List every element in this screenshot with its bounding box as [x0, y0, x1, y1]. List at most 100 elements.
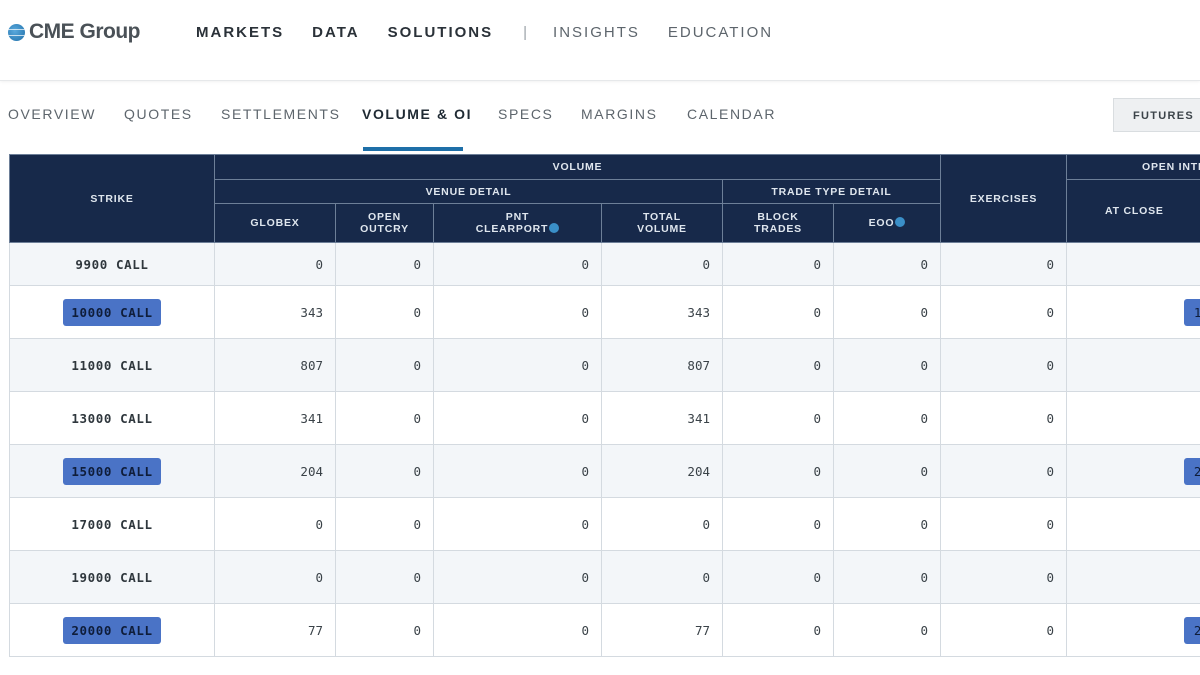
at-close-cell: 625 — [1066, 391, 1200, 445]
strike-cell: 19000 CALL — [9, 550, 215, 604]
active-tab-indicator — [363, 147, 463, 151]
eoo-value: 0 — [920, 569, 928, 585]
open-outcry-value: 0 — [413, 516, 421, 532]
nav-markets[interactable]: MARKETS — [196, 24, 285, 41]
strike-value: 11000 CALL — [71, 357, 153, 373]
open-outcry-cell: 0 — [335, 444, 434, 498]
exercises-cell: 0 — [940, 338, 1067, 392]
header-total-volume[interactable]: TOTAL VOLUME — [601, 203, 723, 243]
table-body: 9900 CALL00000001710000 CALL343003430001… — [9, 242, 1200, 657]
header-open-outcry[interactable]: OPEN OUTCRY — [335, 203, 434, 243]
table-row[interactable]: 11000 CALL 807 0 0 807 0 0 0 1,022 — [9, 338, 1200, 392]
open-outcry-cell: 0 — [335, 603, 434, 657]
tab-quotes[interactable]: QUOTES — [124, 106, 193, 122]
block-value: 0 — [813, 357, 821, 373]
eoo-value: 0 — [920, 256, 928, 272]
header-venue-detail: VENUE DETAIL — [214, 179, 723, 204]
block-value: 0 — [813, 410, 821, 426]
at-close-cell: 26,508 — [1066, 603, 1200, 657]
header-block-trades[interactable]: BLOCK TRADES — [722, 203, 834, 243]
total-cell: 77 — [601, 603, 723, 657]
info-icon[interactable] — [549, 223, 560, 233]
table-row[interactable]: 10000 CALL 343 0 0 343 0 0 0 11,042 — [9, 285, 1200, 339]
block-cell: 0 — [722, 285, 834, 339]
eoo-value: 0 — [920, 357, 928, 373]
exercises-value: 0 — [1046, 463, 1054, 479]
total-cell: 0 — [601, 550, 723, 604]
globex-value: 0 — [315, 569, 323, 585]
strike-value: 10000 CALL — [63, 298, 161, 326]
tab-overview[interactable]: OVERVIEW — [8, 106, 97, 122]
total-value: 0 — [702, 569, 710, 585]
tab-margins[interactable]: MARGINS — [581, 106, 658, 122]
table-row[interactable]: 15000 CALL 204 0 0 204 0 0 0 23,999 — [9, 444, 1200, 498]
total-value: 204 — [687, 463, 710, 479]
pnt-value: 0 — [581, 357, 589, 373]
block-cell: 0 — [722, 497, 834, 551]
table-row[interactable]: 19000 CALL00000006 — [9, 550, 1200, 604]
strike-value: 17000 CALL — [71, 516, 153, 532]
globex-value: 0 — [315, 516, 323, 532]
at-close-cell: 6 — [1066, 550, 1200, 604]
header-globex[interactable]: GLOBEX — [214, 203, 336, 243]
nav-education[interactable]: EDUCATION — [667, 24, 774, 41]
tab-settlements[interactable]: SETTLEMENTS — [221, 106, 341, 122]
block-value: 0 — [813, 516, 821, 532]
tab-volume-oi[interactable]: VOLUME & OI — [362, 106, 473, 122]
exercises-cell: 0 — [940, 242, 1067, 286]
exercises-value: 0 — [1046, 622, 1054, 638]
exercises-value: 0 — [1046, 304, 1054, 320]
exercises-cell: 0 — [940, 497, 1067, 551]
exercises-value: 0 — [1046, 357, 1054, 373]
table-row[interactable]: 9900 CALL 0 0 0 0 0 0 0 17 — [9, 242, 1200, 286]
total-value: 0 — [702, 516, 710, 532]
block-value: 0 — [813, 622, 821, 638]
total-cell: 807 — [601, 338, 723, 392]
eoo-value: 0 — [920, 304, 928, 320]
open-outcry-value: 0 — [413, 256, 421, 272]
exercises-cell: 0 — [940, 391, 1067, 445]
pnt-cell: 0 — [433, 391, 602, 445]
header-volume: VOLUME — [214, 154, 941, 180]
open-outcry-cell: 0 — [335, 391, 434, 445]
open-outcry-value: 0 — [413, 304, 421, 320]
open-outcry-cell: 0 — [335, 550, 434, 604]
info-icon[interactable] — [895, 217, 906, 227]
block-cell: 0 — [722, 603, 834, 657]
table-row[interactable]: 20000 CALL 77 0 0 77 0 0 0 26,508 — [9, 603, 1200, 657]
at-close-cell: 11,042 — [1066, 285, 1200, 339]
strike-cell: 9900 CALL — [9, 242, 215, 286]
total-cell: 0 — [601, 242, 723, 286]
header-open-interest: OPEN INTE — [1066, 154, 1200, 180]
eoo-cell: 0 — [833, 285, 941, 339]
pnt-cell: 0 — [433, 550, 602, 604]
nav-separator: | — [523, 24, 528, 41]
globex-cell: 807 — [214, 338, 336, 392]
nav-data[interactable]: DATA — [312, 24, 360, 41]
header-at-close[interactable]: AT CLOSE — [1066, 179, 1200, 243]
open-outcry-value: 0 — [413, 357, 421, 373]
block-cell: 0 — [722, 242, 834, 286]
header-strike[interactable]: STRIKE — [9, 154, 215, 243]
exercises-cell: 0 — [940, 444, 1067, 498]
tab-specs[interactable]: SPECS — [498, 106, 554, 122]
header-pnt-clearport[interactable]: PNT CLEARPORT — [433, 203, 602, 243]
nav-solutions[interactable]: SOLUTIONS — [387, 24, 494, 41]
table-row[interactable]: 17000 CALL 0 0 0 0 0 0 0 27 — [9, 497, 1200, 551]
table-row[interactable]: 13000 CALL 341 0 0 341 0 0 0 625 — [9, 391, 1200, 445]
header-eoo[interactable]: EOO — [833, 203, 941, 243]
pnt-cell: 0 — [433, 444, 602, 498]
nav-insights[interactable]: INSIGHTS — [553, 24, 640, 41]
tab-calendar[interactable]: CALENDAR — [687, 106, 777, 122]
pnt-cell: 0 — [433, 242, 602, 286]
block-cell: 0 — [722, 391, 834, 445]
volume-oi-table-container[interactable]: STRIKE VOLUME EXERCISES OPEN INTE VENUE … — [9, 154, 1200, 675]
cme-group-logo[interactable]: CME Group — [8, 20, 141, 44]
at-close-value: 26,508 — [1183, 616, 1200, 644]
header-exercises[interactable]: EXERCISES — [940, 154, 1067, 243]
block-value: 0 — [813, 256, 821, 272]
header-total-line1: TOTAL — [642, 211, 682, 223]
futures-button[interactable]: FUTURES — [1113, 98, 1200, 132]
block-value: 0 — [813, 569, 821, 585]
globex-cell: 343 — [214, 285, 336, 339]
